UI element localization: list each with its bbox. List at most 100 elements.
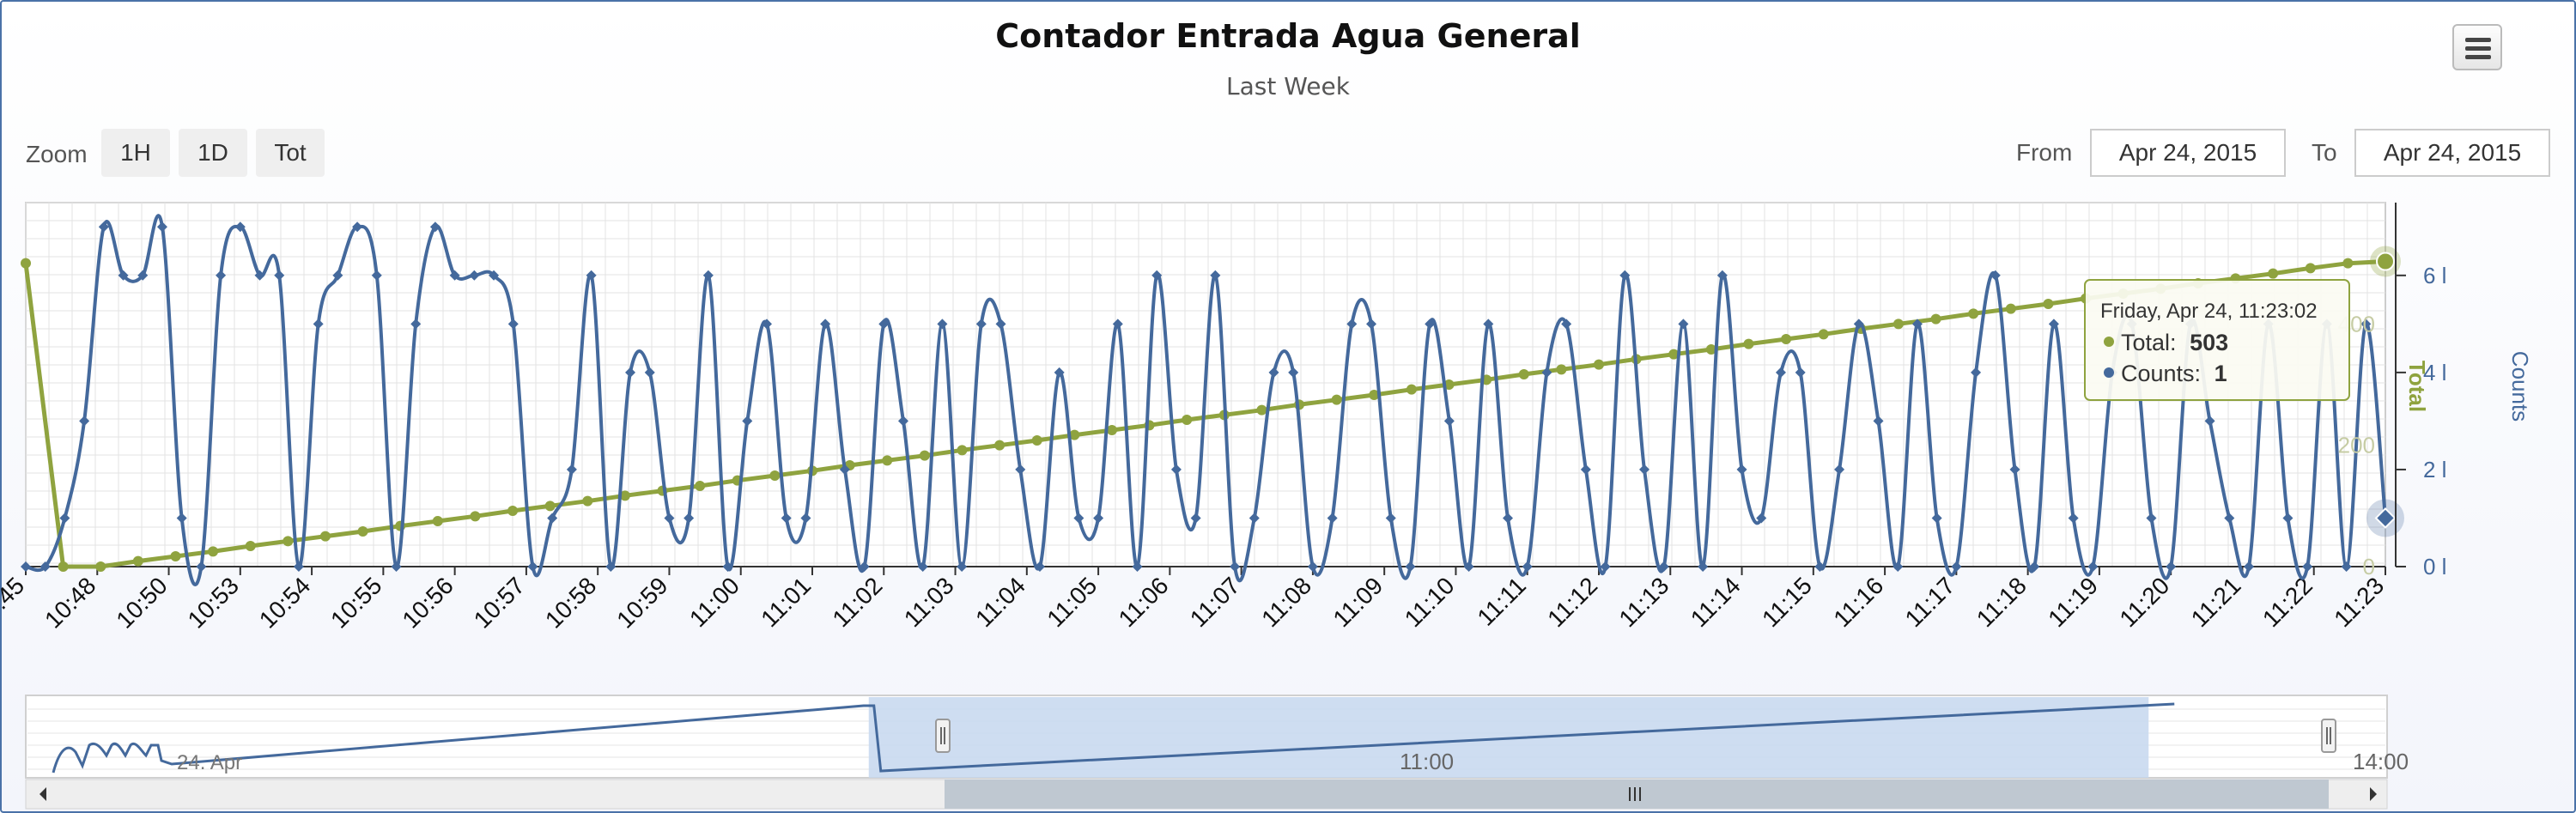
counts-point (1931, 513, 1942, 524)
counts-point (1503, 513, 1514, 524)
counts-point (975, 319, 987, 330)
total-line (23, 259, 2386, 569)
tooltip-total-value: 503 (2190, 330, 2228, 355)
counts-point (1561, 319, 1572, 330)
total-point (2305, 263, 2316, 274)
counts-point (1112, 319, 1123, 330)
total-point (619, 490, 630, 501)
counts-point (1307, 561, 1318, 572)
from-label: From (2016, 139, 2073, 166)
total-point (957, 445, 968, 456)
scrollbar[interactable] (25, 779, 2388, 810)
total-point (1818, 329, 1829, 340)
zoom-1h-button[interactable]: 1H (101, 129, 170, 177)
counts-point (1893, 561, 1904, 572)
counts-point (1638, 464, 1649, 475)
total-point (1331, 394, 1342, 405)
counts-point (1951, 561, 1962, 572)
scroll-left-arrow-icon[interactable] (39, 787, 46, 801)
chart-title: Contador Entrada Agua General (995, 17, 1581, 55)
zoom-1d-button[interactable]: 1D (179, 129, 247, 177)
svg-text:Total: 503: Total: 503 (2121, 330, 2228, 355)
total-point (1930, 313, 1941, 325)
total-point (769, 470, 781, 481)
from-date-input[interactable]: Apr 24, 2015 (2090, 129, 2286, 177)
counts-point (1814, 561, 1826, 572)
counts-point (1288, 367, 1299, 378)
counts-point (2224, 513, 2235, 524)
counts-point (1054, 367, 1065, 378)
total-point (2043, 299, 2054, 310)
x-tick-label: 11:07 (1185, 572, 1245, 632)
counts-point (1775, 367, 1786, 378)
counts-point (1795, 367, 1806, 378)
counts-point (332, 270, 343, 281)
counts-point (839, 464, 850, 475)
counts-point (683, 513, 695, 524)
zoom-tot-button[interactable]: Tot (256, 129, 325, 177)
total-point (170, 550, 181, 561)
navigator[interactable]: 24. Apr 11:00 14:00 (25, 695, 2409, 779)
total-point (1668, 349, 1680, 360)
x-axis: 10:45 10:48 10:50 10:53 10:54 10:55 10:56 10:57… (0, 567, 2389, 634)
counts-point (1268, 367, 1279, 378)
counts-point (216, 270, 227, 281)
scroll-right-arrow-icon[interactable] (2370, 787, 2377, 801)
counts-point (820, 319, 831, 330)
counts-point (2166, 561, 2177, 572)
counts-point (897, 416, 908, 427)
counts-point (2244, 561, 2255, 572)
counts-point (21, 561, 31, 572)
counts-point (917, 561, 928, 572)
x-tick-label: 11:03 (899, 572, 959, 632)
total-point (1705, 344, 1716, 355)
x-tick-label: 11:16 (1828, 572, 1888, 632)
counts-point (1170, 464, 1182, 475)
counts-point (1678, 319, 1689, 330)
counts-point (79, 416, 90, 427)
total-point (208, 546, 219, 557)
tooltip: Friday, Apr 24, 11:23:02 Total: 503 Coun… (2084, 279, 2350, 401)
x-tick-label: 11:02 (828, 572, 888, 632)
navigator-label-1100: 11:00 (1400, 749, 1454, 774)
counts-axis-tick-label: 2 l (2423, 457, 2446, 482)
navigator-left-handle[interactable] (935, 719, 951, 753)
counts-point (1385, 513, 1396, 524)
chart-subtitle: Last Week (1226, 72, 1350, 100)
counts-point (644, 367, 655, 378)
x-tick-label: 10:50 (111, 572, 172, 633)
tooltip-counts-marker (2104, 367, 2114, 378)
counts-point (1366, 319, 1377, 330)
x-tick-label: 11:11 (1472, 572, 1531, 631)
total-point (994, 440, 1005, 451)
total-point (582, 495, 593, 507)
total-series (21, 246, 2401, 572)
hamburger-menu-icon[interactable] (2452, 24, 2502, 70)
counts-point (313, 319, 324, 330)
counts-point (2009, 464, 2020, 475)
total-point (695, 481, 706, 492)
counts-point (1132, 561, 1143, 572)
total-point (1182, 414, 1193, 425)
tooltip-counts-label: Counts: (2121, 361, 2201, 386)
counts-point (98, 221, 109, 233)
x-tick-label: 11:23 (2329, 572, 2389, 632)
counts-point (2282, 513, 2293, 524)
total-point (1594, 359, 1604, 370)
counts-point (469, 270, 480, 281)
navigator-right-handle[interactable] (2321, 719, 2336, 753)
navigator-label-1400: 14:00 (2353, 749, 2409, 774)
counts-point (937, 319, 948, 330)
total-point (283, 536, 294, 547)
counts-point (1093, 513, 1104, 524)
x-tick-label: 10:55 (325, 572, 386, 633)
x-tick-label: 11:01 (756, 572, 816, 632)
total-point (470, 511, 481, 522)
total-point (1968, 308, 1979, 319)
total-point (132, 555, 143, 567)
scrollbar-thumb[interactable] (945, 780, 2329, 809)
counts-point (1522, 561, 1533, 572)
tooltip-total-marker (2104, 337, 2114, 347)
to-date-input[interactable]: Apr 24, 2015 (2354, 129, 2550, 177)
